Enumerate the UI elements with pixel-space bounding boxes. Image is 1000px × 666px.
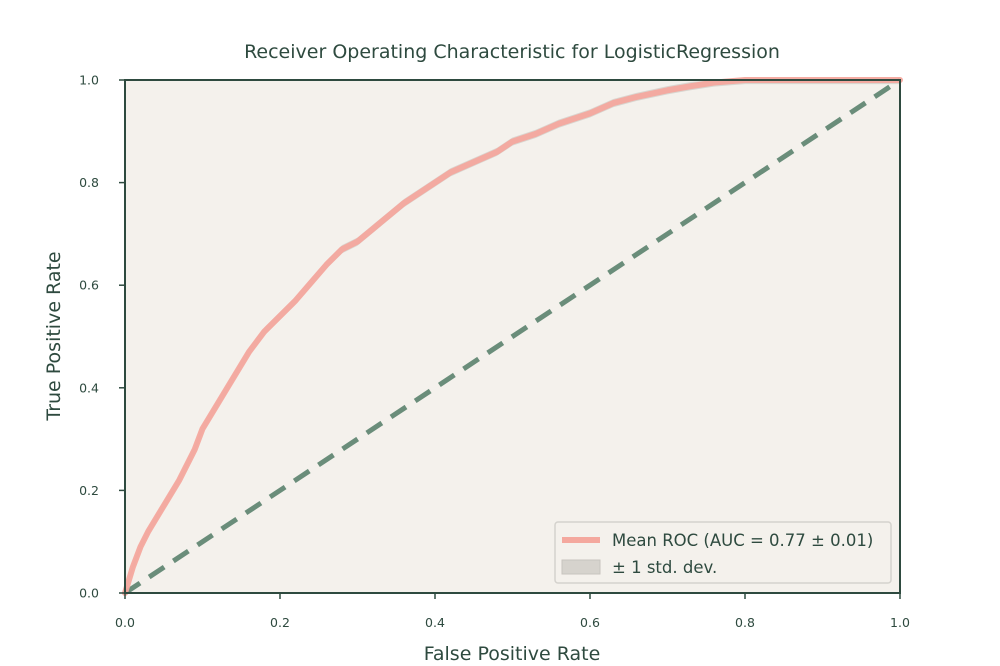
x-tick-label: 0.6 [580,615,600,630]
x-tick-label: 1.0 [890,615,910,630]
x-tick-label: 0.2 [270,615,290,630]
y-tick-label: 0.6 [79,278,99,293]
legend-label-std-dev: ± 1 std. dev. [612,558,717,577]
x-axis-ticks: 0.0 0.2 0.4 0.6 0.8 1.0 [115,593,910,630]
chance-line [123,77,902,596]
x-axis-label: False Positive Rate [424,643,601,665]
y-axis-ticks: 0.0 0.2 0.4 0.6 0.8 1.0 [79,73,125,601]
x-tick-label: 0.8 [735,615,755,630]
y-tick-label: 0.8 [79,175,99,190]
legend-label-mean-roc: Mean ROC (AUC = 0.77 ± 0.01) [612,531,873,550]
y-axis-label: True Positive Rate [43,251,65,421]
mean-roc-line [122,77,903,596]
chart-title: Receiver Operating Characteristic for Lo… [244,41,780,63]
legend-box [554,521,892,584]
legend: Mean ROC (AUC = 0.77 ± 0.01) ± 1 std. de… [554,521,892,584]
mean-roc-curve [122,77,903,596]
y-tick-label: 0.4 [79,380,99,395]
x-tick-label: 0.0 [115,615,135,630]
y-tick-label: 0.0 [79,586,99,601]
y-tick-label: 1.0 [79,73,99,88]
legend-swatch-std-dev [561,559,601,575]
chance-diagonal [123,77,902,596]
y-tick-label: 0.2 [79,483,99,498]
x-tick-label: 0.4 [425,615,445,630]
plot-frame [124,79,901,594]
